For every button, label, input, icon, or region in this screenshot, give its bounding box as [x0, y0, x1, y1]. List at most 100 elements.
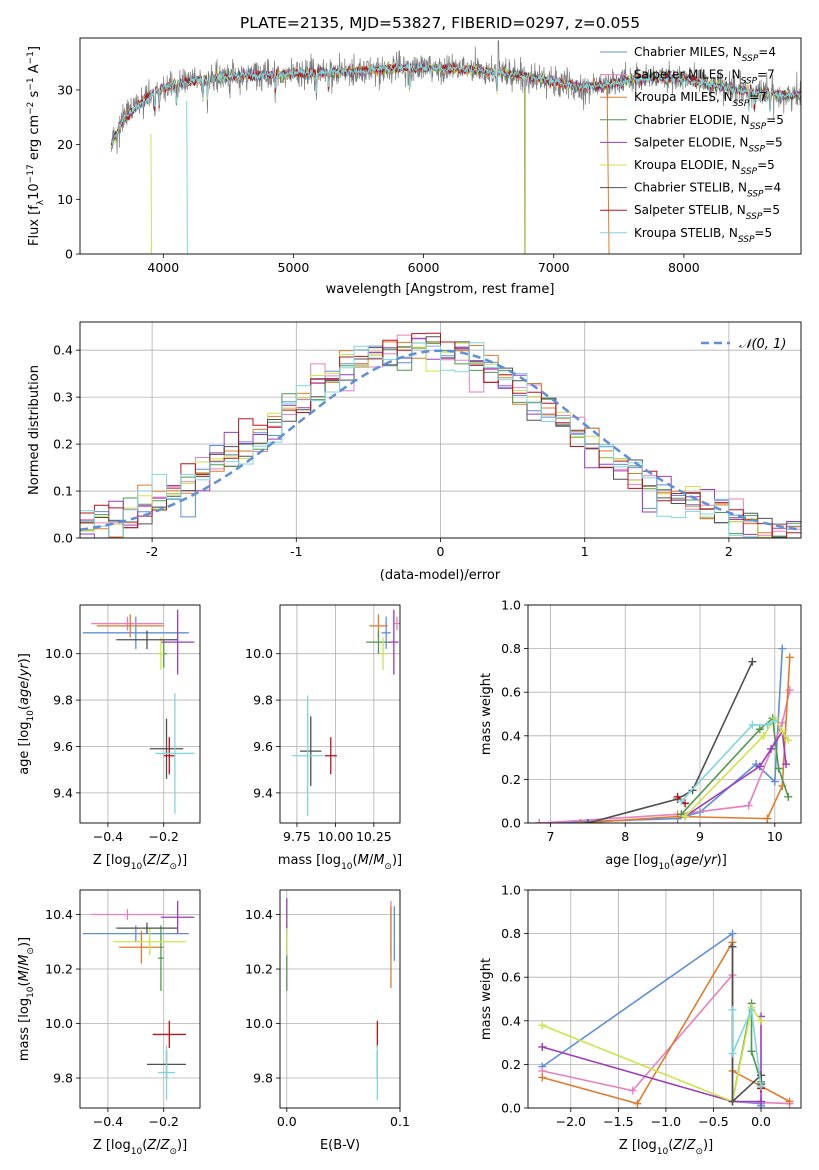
label-part: 10: [131, 1147, 143, 1157]
label-part: =5: [766, 113, 784, 127]
label-part: (: [353, 853, 358, 868]
weight-marker: [748, 657, 757, 666]
label-part: age [log: [605, 853, 658, 868]
legend-entry: Kroupa STELIB, NSSP=5: [634, 226, 772, 245]
label-part: Z: [146, 853, 157, 868]
label-part: )]: [17, 937, 32, 947]
label-part: M: [373, 853, 384, 868]
label-part: 10: [27, 183, 42, 200]
label-part: /: [156, 853, 161, 868]
label-part: Kroupa STELIB, N: [634, 226, 738, 240]
y-tick-label: 0.3: [53, 390, 73, 405]
label-part: erg cm: [27, 115, 42, 164]
x-tick-label: 10: [767, 829, 783, 844]
y-tick-label: 10.0: [45, 646, 73, 661]
label-part: Salpeter ELODIE, N: [634, 135, 748, 149]
label-part: SSP: [742, 54, 759, 64]
plot-weight_vs_age: 7 8 9 10 0.0 0.2 0.4 0.6 0.8 1.0: [501, 598, 802, 844]
label-part: 10: [341, 862, 353, 872]
y-axis-label: mass weight: [479, 673, 494, 755]
label-part: −17: [26, 164, 36, 183]
weight-marker: [538, 1042, 547, 1051]
y-tick-label: 9.8: [53, 693, 73, 708]
label-part: /: [682, 1138, 687, 1153]
label-part: (: [142, 853, 147, 868]
plot-mass_vs_Z: −0.4 −0.2 9.8 10.0 10.2 10.4: [45, 889, 201, 1129]
weight-line: [542, 1016, 762, 1103]
x-tick-label: −0.5: [698, 1114, 728, 1129]
plot-age_vs_Z: −0.4 −0.2 9.4 9.6 9.8 10.0: [45, 604, 201, 844]
x-axis-label: Z [log10(Z/Z⊙)]: [93, 1138, 187, 1157]
y-tick-label: 9.4: [53, 785, 73, 800]
y-tick-label: 9.8: [253, 693, 273, 708]
legend-entry: Chabrier STELIB, NSSP=4: [634, 181, 781, 200]
x-tick-label: 6000: [408, 260, 440, 275]
weight-line: [684, 716, 789, 818]
y-axis-label: Normed distribution: [27, 365, 42, 495]
label-part: age: [17, 681, 32, 705]
plot-area: [82, 900, 195, 1100]
label-part: =4: [758, 45, 776, 59]
label-part: (: [670, 853, 675, 868]
label-part: =7: [749, 90, 767, 104]
x-axis-label: E(B-V): [320, 1138, 360, 1153]
label-part: (: [17, 705, 32, 710]
weight-marker: [728, 929, 737, 938]
weight-marker: [583, 819, 592, 823]
weight-marker: [763, 720, 772, 729]
label-part: λ: [36, 199, 46, 205]
y-tick-label: 0.0: [501, 816, 521, 831]
label-part: Chabrier ELODIE, N: [634, 113, 750, 127]
plot-residuals: -2 -1 0 1 2 0.0 0.1 0.2 0.3 0.4: [53, 321, 802, 559]
label-part: Chabrier MILES, N: [634, 45, 742, 59]
x-axis-label: mass [log10(M/M⊙)]: [278, 853, 402, 872]
label-part: A: [27, 64, 42, 77]
model-spectrum: [111, 62, 801, 146]
spike: [150, 133, 153, 254]
x-tick-label: −0.4: [93, 1114, 123, 1129]
x-tick-label: −0.2: [149, 1114, 179, 1129]
y-tick-label: 0.0: [53, 531, 73, 546]
axes-frame: [79, 604, 201, 824]
x-tick-label: 0.0: [751, 1114, 771, 1129]
y-axis-label: mass [log10(M/M⊙)]: [17, 937, 36, 1061]
label-part: ⊙: [695, 1147, 703, 1157]
x-tick-label: −1.0: [651, 1114, 681, 1129]
x-tick-label: 10.00: [317, 829, 353, 844]
x-tick-label: −2.0: [556, 1114, 586, 1129]
label-part: SSP: [748, 144, 765, 154]
label-part: )]: [717, 853, 727, 868]
label-part: mass [log: [278, 853, 341, 868]
weight-marker: [747, 1047, 756, 1056]
x-tick-label: −0.2: [149, 829, 179, 844]
weight-marker: [728, 1097, 737, 1106]
axes-frame: [79, 321, 802, 539]
y-tick-label: 10.4: [245, 907, 273, 922]
histogram-series: [80, 332, 801, 538]
weight-marker: [748, 720, 757, 729]
label-part: Z: [672, 1138, 683, 1153]
label-part: =7: [757, 68, 775, 82]
y-tick-label: 0.8: [501, 926, 521, 941]
label-part: age [log: [17, 722, 32, 775]
label-part: ⊙: [169, 862, 177, 872]
histogram-series: [80, 342, 801, 538]
plot-age_vs_mass: 9.75 10.00 10.25 9.4 9.6 9.8 10.0: [245, 604, 401, 844]
weight-marker: [778, 727, 787, 736]
label-part: 10: [131, 862, 143, 872]
legend-entry: Kroupa MILES, NSSP=7: [634, 90, 767, 109]
weight-marker: [757, 1082, 766, 1091]
y-tick-label: 0.6: [501, 685, 521, 700]
label-part: Kroupa ELODIE, N: [634, 158, 741, 172]
label-part: 10: [657, 1147, 669, 1157]
y-tick-label: 10.0: [45, 1016, 73, 1031]
label-part: (: [668, 1138, 673, 1153]
y-tick-label: 9.6: [253, 739, 273, 754]
label-part: SSP: [741, 167, 758, 177]
y-tick-label: 0.4: [53, 343, 73, 358]
y-tick-label: 9.8: [253, 1071, 273, 1086]
normal-curve: [80, 349, 801, 532]
weight-line: [587, 661, 754, 823]
x-tick-label: 9: [696, 829, 704, 844]
